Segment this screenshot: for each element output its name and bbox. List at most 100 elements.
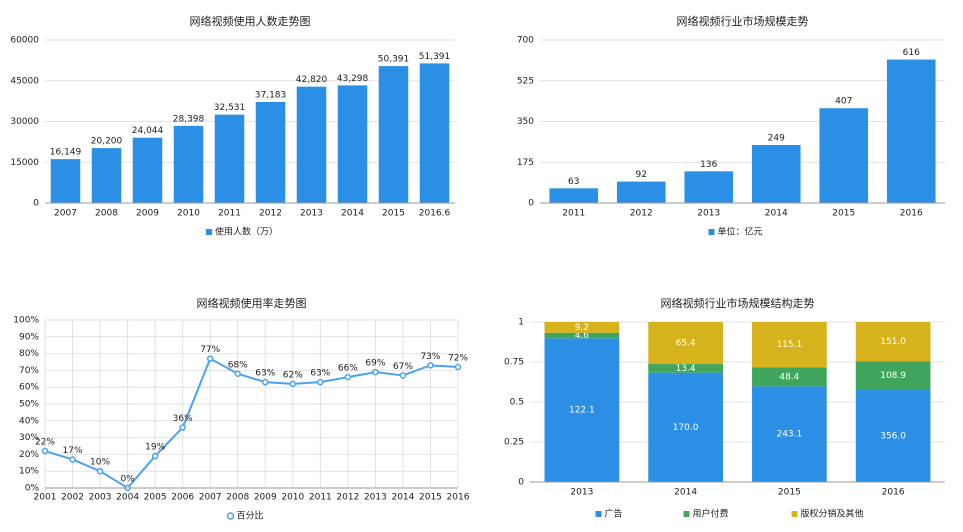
data-label: 32,531 — [214, 103, 246, 113]
data-label: 63 — [568, 177, 579, 187]
x-tick-label: 2012 — [630, 209, 653, 219]
x-tick-label: 2008 — [226, 493, 249, 503]
y-tick-label: 350 — [517, 117, 534, 127]
x-tick-label: 2013 — [570, 488, 593, 498]
x-tick-label: 2007 — [54, 209, 77, 219]
x-tick-label: 2013 — [697, 209, 720, 219]
chart-title: 网络视频使用人数走势图 — [190, 14, 311, 28]
y-tick-label: 525 — [517, 76, 534, 86]
bar-segment — [544, 322, 620, 333]
data-label: 48.4 — [779, 372, 799, 382]
bar — [296, 86, 327, 203]
y-tick-label: 30% — [19, 433, 39, 443]
point — [179, 424, 186, 431]
y-tick-label: 15000 — [10, 158, 39, 168]
x-tick-label: 2013 — [364, 493, 387, 503]
data-label: 9.2 — [575, 323, 589, 333]
x-tick-label: 2015 — [832, 209, 855, 219]
y-tick-label: 90% — [19, 332, 39, 342]
x-tick-label: 2011 — [562, 209, 585, 219]
x-tick-label: 2011 — [218, 209, 241, 219]
data-label: 92 — [636, 170, 647, 180]
x-tick-label: 2001 — [34, 493, 57, 503]
data-label: 10% — [90, 458, 110, 468]
data-label: 77% — [200, 345, 220, 355]
bar — [819, 108, 869, 203]
y-tick-label: 50% — [19, 400, 39, 410]
x-tick-label: 2009 — [136, 209, 159, 219]
bar — [616, 181, 666, 203]
data-label: 4.6 — [575, 331, 590, 341]
point — [96, 467, 104, 475]
data-label: 243.1 — [776, 430, 802, 440]
point — [372, 368, 379, 376]
x-tick-label: 2007 — [199, 493, 222, 503]
bar — [549, 188, 599, 203]
data-label: 37,183 — [255, 90, 287, 100]
point — [41, 447, 49, 455]
x-tick-label: 2015 — [419, 493, 442, 503]
legend-label: 百分比 — [237, 510, 264, 522]
data-label: 122.1 — [569, 406, 595, 416]
x-tick-label: 2016 — [447, 493, 470, 503]
x-tick-label: 2015 — [382, 209, 405, 219]
y-tick-label: 60000 — [10, 36, 39, 46]
x-tick-label: 2011 — [309, 493, 332, 503]
x-tick-label: 2016.6 — [419, 209, 451, 219]
data-label: 42,820 — [296, 75, 328, 85]
bar — [378, 66, 409, 203]
x-tick-label: 2016 — [882, 488, 905, 498]
data-label: 170.0 — [673, 423, 699, 433]
data-label: 16,149 — [50, 148, 82, 158]
x-tick-label: 2010 — [281, 493, 304, 503]
chart-title: 网络视频行业市场规模结构走势 — [661, 296, 815, 310]
bar — [50, 159, 81, 203]
y-tick-label: 80% — [19, 349, 39, 359]
bar — [91, 148, 122, 203]
bar — [886, 59, 936, 204]
data-label: 356.0 — [880, 431, 906, 441]
data-label: 28,398 — [173, 114, 205, 124]
point — [454, 363, 462, 371]
y-tick-label: 20% — [19, 450, 39, 460]
point — [206, 355, 214, 362]
bar — [132, 137, 163, 203]
x-tick-label: 2016 — [900, 209, 923, 219]
x-tick-label: 2012 — [336, 493, 359, 503]
legend-marker — [791, 511, 798, 517]
legend-label: 使用人数（万） — [215, 226, 278, 238]
data-label: 22% — [35, 438, 55, 448]
line — [44, 357, 459, 490]
data-label: 151.0 — [880, 337, 906, 347]
point — [317, 378, 324, 386]
point — [344, 373, 352, 381]
point — [399, 372, 407, 379]
legend-label: 用户付费 — [693, 508, 729, 520]
y-tick-label: 40% — [19, 416, 39, 426]
x-tick-label: 2006 — [171, 493, 194, 503]
data-label: 136 — [700, 160, 717, 170]
y-tick-label: 0.25 — [504, 438, 524, 448]
x-tick-label: 2015 — [778, 488, 801, 498]
y-tick-label: 0 — [33, 199, 39, 209]
bar-segment — [544, 332, 620, 339]
bar — [173, 125, 204, 203]
y-tick-label: 10% — [19, 467, 39, 477]
bar — [684, 171, 734, 203]
data-label: 20,200 — [91, 137, 123, 147]
legend-marker — [206, 229, 212, 235]
data-label: 66% — [338, 364, 358, 374]
data-label: 36% — [173, 414, 193, 424]
data-label: 65.4 — [676, 339, 696, 349]
bar-segment — [855, 322, 931, 362]
y-tick-label: 70% — [19, 366, 39, 376]
data-label: 67% — [393, 362, 413, 372]
data-label: 115.1 — [776, 340, 802, 350]
y-tick-label: 0% — [25, 484, 40, 494]
legend-label: 广告 — [605, 508, 623, 520]
y-tick-label: 1 — [518, 318, 524, 328]
data-label: 43,298 — [337, 74, 369, 84]
data-label: 73% — [420, 352, 440, 362]
x-tick-label: 2009 — [254, 493, 277, 503]
y-tick-label: 175 — [517, 158, 534, 168]
